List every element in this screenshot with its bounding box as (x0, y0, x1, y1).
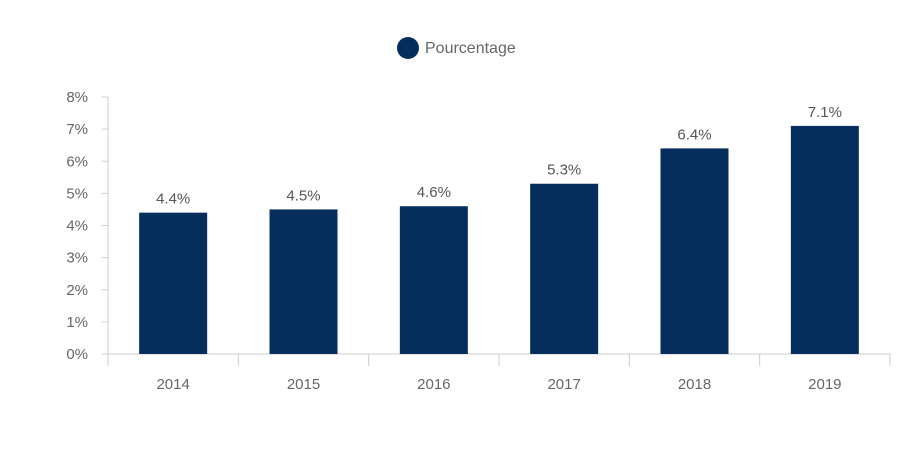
legend-label-pourcentage[interactable]: Pourcentage (425, 40, 516, 57)
legend-marker-pourcentage[interactable] (397, 37, 419, 59)
x-tick-label: 2014 (156, 376, 189, 393)
x-tick-label: 2016 (417, 376, 450, 393)
x-tick-label: 2017 (547, 376, 580, 393)
bars (139, 125, 859, 354)
bar-2017[interactable] (530, 183, 599, 354)
y-axis: 0% 1% 2% 3% 4% 5% 6% 7% 8% (66, 89, 109, 363)
bar-2014[interactable] (139, 212, 208, 354)
x-tick-label: 2019 (808, 376, 841, 393)
bar-2018[interactable] (660, 148, 729, 354)
data-label-2017: 5.3% (547, 162, 581, 179)
x-axis: 2014 2015 2016 2017 2018 2019 (107, 353, 891, 393)
y-tick-label: 1% (66, 314, 88, 331)
y-tick-label: 0% (66, 346, 88, 363)
y-tick-label: 2% (66, 282, 88, 299)
y-tick-label: 3% (66, 250, 88, 267)
bar-2016[interactable] (399, 206, 468, 354)
y-tick-label: 6% (66, 153, 88, 170)
legend[interactable]: Pourcentage (397, 37, 516, 59)
data-label-2018: 6.4% (677, 126, 711, 143)
y-tick-label: 5% (66, 185, 88, 202)
data-label-2019: 7.1% (808, 104, 842, 121)
x-tick-label: 2015 (287, 376, 320, 393)
value-labels: 4.4% 4.5% 4.6% 5.3% 6.4% 7.1% (156, 104, 842, 208)
y-tick-label: 7% (66, 121, 88, 138)
bar-2019[interactable] (790, 125, 859, 354)
data-label-2014: 4.4% (156, 191, 190, 208)
bar-2015[interactable] (269, 209, 338, 354)
y-tick-label: 8% (66, 89, 88, 106)
y-tick-label: 4% (66, 218, 88, 235)
data-label-2016: 4.6% (417, 184, 451, 201)
data-label-2015: 4.5% (286, 187, 320, 204)
x-tick-label: 2018 (678, 376, 711, 393)
